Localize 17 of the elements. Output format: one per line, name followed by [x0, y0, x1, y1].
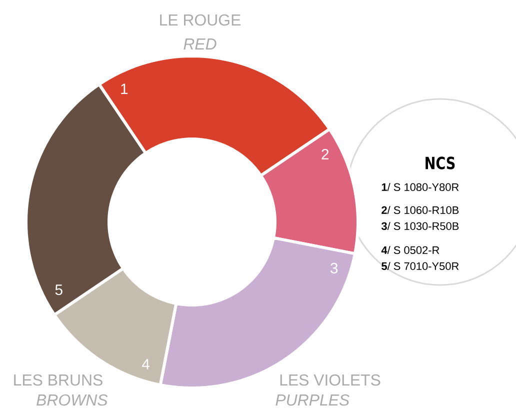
text: BROWNS [36, 394, 108, 406]
slice-label: 1 [121, 84, 128, 94]
text: NCS [426, 156, 455, 170]
text: LE ROUGE [160, 14, 240, 26]
text: 5/ S 7010-Y50R [382, 262, 459, 270]
text: 3/ S 1030-R50B [381, 222, 459, 230]
slice-label: 5 [55, 284, 62, 296]
text: LES VIOLETS [280, 374, 380, 386]
text: PURPLES [276, 394, 350, 406]
slice-label: 2 [322, 148, 329, 160]
slice-label: 3 [330, 262, 338, 274]
text: 4/ S 0502-R [381, 246, 440, 254]
text: 1/ S 1080-Y80R [382, 182, 459, 192]
text: RED [184, 38, 216, 50]
slice-label: 4 [142, 358, 150, 370]
text: 2/ S 1060-R10B [382, 206, 459, 214]
text: LES BRUNS [14, 374, 102, 386]
